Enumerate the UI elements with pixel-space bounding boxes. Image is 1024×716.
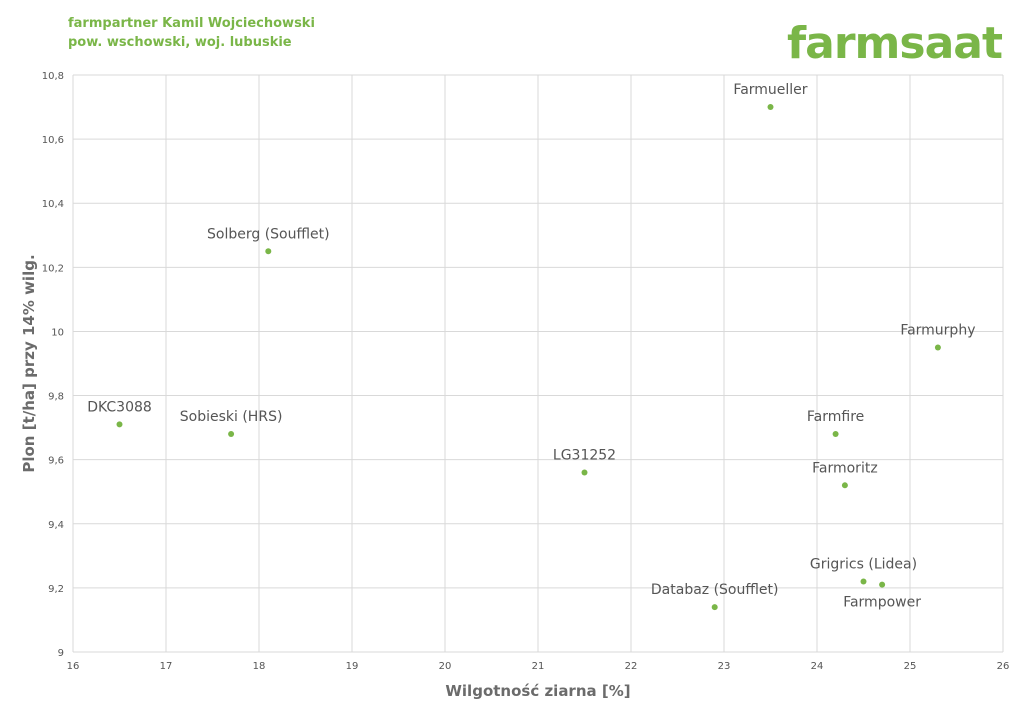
- y-tick-label: 9,8: [48, 392, 64, 403]
- y-tick-labels: 9 9,2 9,4 9,6 9,8 10 10,2 10,4 10,6 10,8: [42, 71, 64, 659]
- farmsaat-logo: farmsaat: [787, 18, 1003, 69]
- x-tick-label: 24: [811, 661, 824, 672]
- y-tick-label: 10,6: [42, 135, 64, 146]
- y-tick-label: 10: [51, 327, 64, 338]
- x-tick-label: 19: [346, 661, 359, 672]
- y-tick-label: 9: [58, 648, 64, 659]
- data-point-label: Databaz (Soufflet): [651, 582, 779, 598]
- x-tick-label: 21: [532, 661, 545, 672]
- chart-header: farmpartner Kamil Wojciechowski pow. wsc…: [68, 14, 315, 52]
- y-axis-title: Plon [t/ha] przy 14% wilg.: [20, 254, 38, 472]
- data-point-label: Farmoritz: [812, 460, 878, 476]
- data-point[interactable]: [711, 604, 718, 611]
- data-point[interactable]: [832, 431, 839, 438]
- y-tick-label: 9,2: [48, 584, 64, 595]
- x-tick-label: 22: [625, 661, 638, 672]
- data-point[interactable]: [581, 469, 588, 476]
- x-tick-labels: 16 17 18 19 20 21 22 23 24 25 26: [67, 661, 1010, 672]
- y-tick-label: 9,4: [48, 520, 64, 531]
- x-tick-label: 17: [160, 661, 173, 672]
- x-tick-label: 18: [253, 661, 266, 672]
- y-tick-label: 9,6: [48, 456, 64, 467]
- data-point-label: Farmpower: [843, 595, 921, 611]
- header-line-2: pow. wschowski, woj. lubuskie: [68, 35, 292, 50]
- x-tick-label: 16: [67, 661, 80, 672]
- x-tick-label: 26: [997, 661, 1010, 672]
- data-points: Farmueller Solberg (Soufflet) Farmurphy DKC…: [87, 82, 975, 611]
- data-point-label: Farmfire: [807, 409, 864, 425]
- data-point[interactable]: [879, 581, 886, 588]
- data-point[interactable]: [767, 104, 774, 111]
- x-tick-label: 25: [904, 661, 917, 672]
- data-point[interactable]: [228, 431, 235, 438]
- header-line-1: farmpartner Kamil Wojciechowski: [68, 16, 315, 31]
- data-point-label: DKC3088: [87, 399, 152, 415]
- data-point-label: Sobieski (HRS): [180, 409, 283, 425]
- data-point[interactable]: [265, 248, 272, 255]
- y-tick-label: 10,2: [42, 263, 64, 274]
- y-tick-label: 10,4: [42, 199, 64, 210]
- data-point[interactable]: [841, 482, 848, 489]
- data-point[interactable]: [116, 421, 123, 428]
- data-point-label: Farmueller: [733, 82, 807, 98]
- grid-lines: [72, 74, 1004, 653]
- data-point-label: Farmurphy: [900, 322, 975, 338]
- x-axis-title: Wilgotność ziarna [%]: [445, 682, 630, 700]
- data-point[interactable]: [860, 578, 867, 585]
- x-tick-label: 23: [718, 661, 731, 672]
- y-tick-label: 10,8: [42, 71, 64, 82]
- data-point-label: LG31252: [553, 447, 616, 463]
- x-tick-label: 20: [439, 661, 452, 672]
- data-point-label: Solberg (Soufflet): [207, 226, 330, 242]
- data-point-label: Grigrics (Lidea): [810, 556, 917, 572]
- data-point[interactable]: [934, 344, 941, 351]
